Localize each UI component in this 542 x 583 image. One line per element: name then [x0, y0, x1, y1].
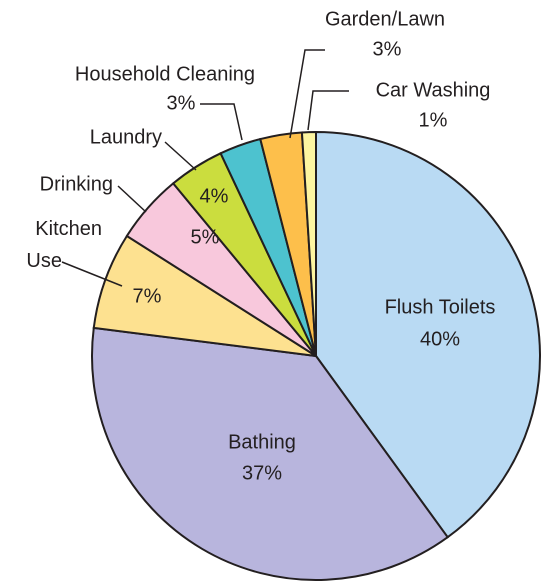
pie-slice: [91, 326, 450, 581]
value-label: 4%: [200, 185, 229, 207]
value-label: 1%: [419, 109, 448, 131]
value-label: 3%: [373, 38, 402, 60]
value-label: 37%: [242, 462, 282, 484]
category-label: Bathing: [228, 431, 296, 453]
category-label: Kitchen Use: [21, 218, 102, 272]
leader-line: [200, 103, 243, 141]
pie-slice: [315, 130, 541, 539]
category-label: Laundry: [90, 126, 162, 148]
category-label: Household Cleaning: [75, 63, 255, 85]
value-label: 7%: [133, 285, 162, 307]
value-label: 5%: [191, 226, 220, 248]
value-label: 40%: [420, 328, 460, 350]
category-label: Drinking: [40, 173, 113, 195]
pie-slice: [300, 130, 317, 357]
value-label: 3%: [167, 92, 196, 114]
leader-line: [61, 261, 123, 287]
leader-line: [164, 141, 197, 171]
leader-line: [117, 185, 147, 213]
category-label: Garden/Lawn: [325, 8, 445, 30]
category-label: Flush Toilets: [385, 296, 496, 318]
category-label: Car Washing: [376, 79, 491, 101]
leader-line: [307, 90, 349, 131]
leader-line: [289, 49, 325, 139]
